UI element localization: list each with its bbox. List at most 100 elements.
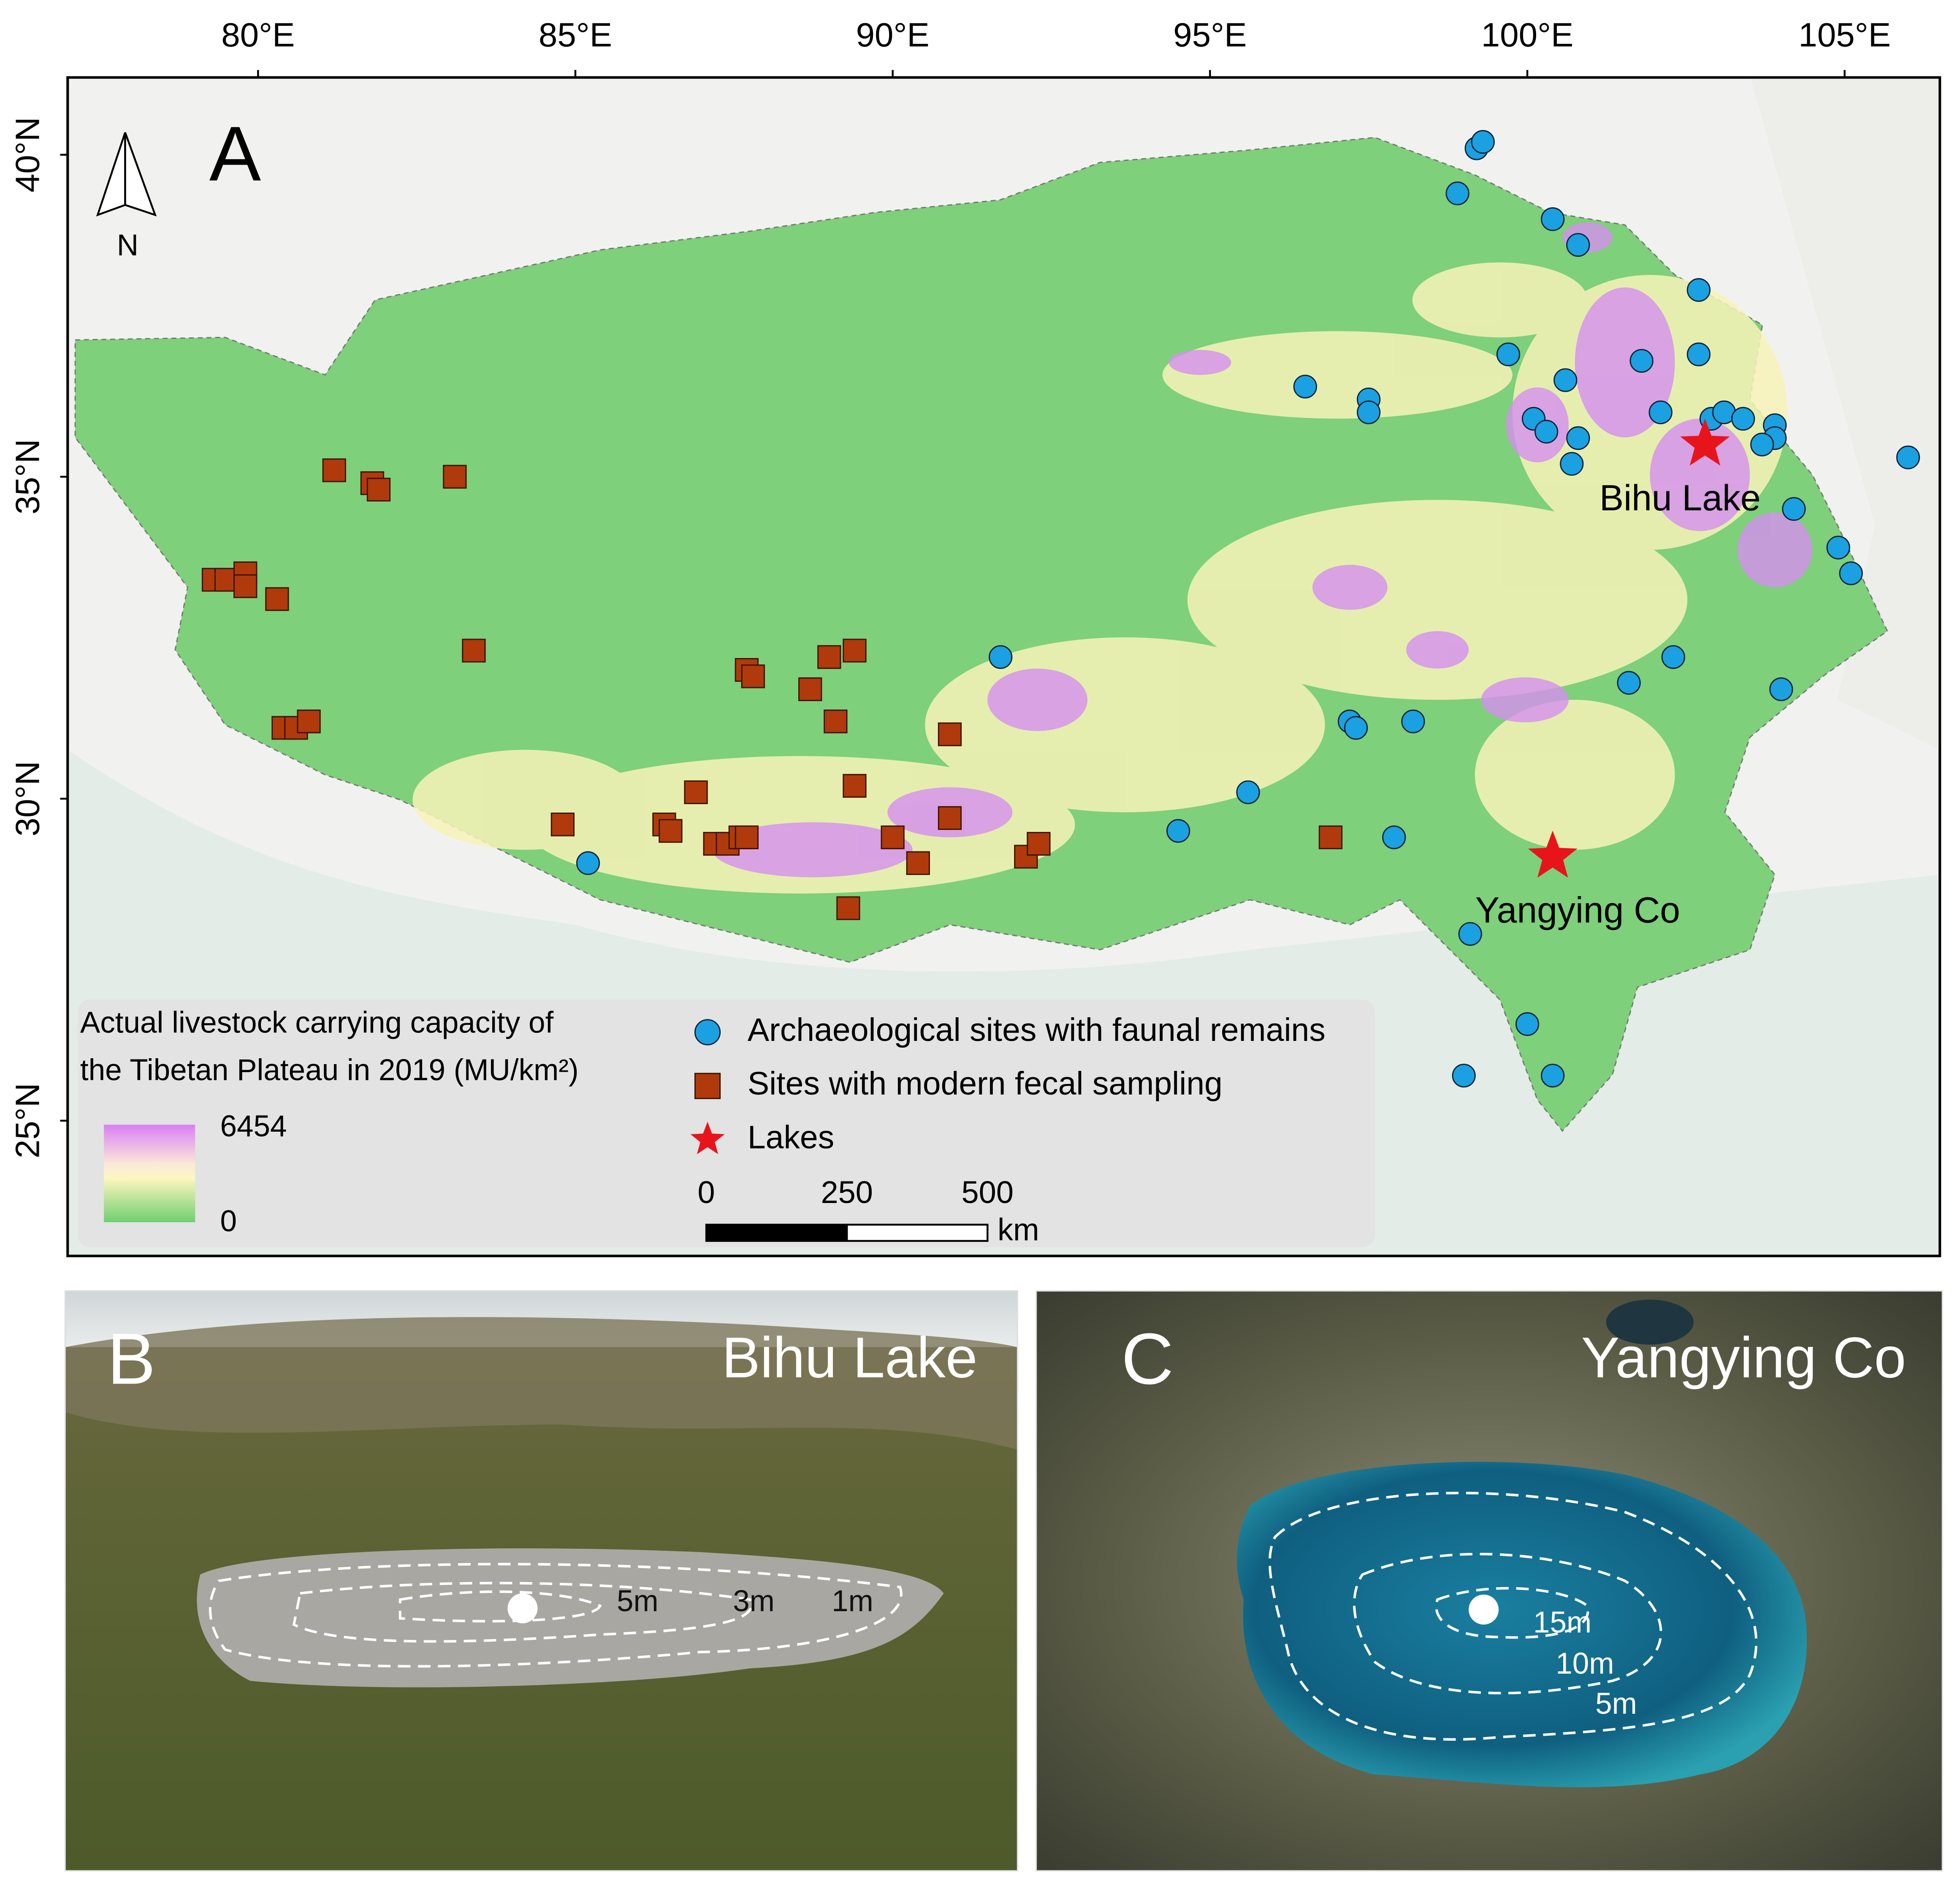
archaeological-site xyxy=(1617,671,1641,695)
archaeological-site xyxy=(1686,342,1711,366)
lake-label: Yangying Co xyxy=(1475,890,1680,930)
y-tick-label: 25°N xyxy=(9,1083,46,1159)
depth-label: 5m xyxy=(617,1585,659,1618)
scale-segment xyxy=(705,1224,848,1242)
fecal-site xyxy=(938,722,962,746)
fecal-site xyxy=(843,774,867,798)
y-tick-label: 40°N xyxy=(9,117,46,192)
y-tick-label: 35°N xyxy=(9,439,46,515)
photo-title: Yangying Co xyxy=(1581,1325,1906,1390)
photo-c: C Yangying Co 15m 10m 5m xyxy=(1036,1291,1943,1871)
depth-label: 3m xyxy=(733,1585,775,1618)
x-tick-label: 85°E xyxy=(539,16,612,54)
photo-frame xyxy=(1036,1290,1943,1872)
archaeological-site xyxy=(1731,406,1755,431)
fecal-site xyxy=(906,851,930,875)
archaeological-site xyxy=(1541,207,1565,231)
x-tick-label: 95°E xyxy=(1173,16,1247,54)
legend-label: Archaeological sites with faunal remains xyxy=(748,1012,1326,1048)
archaeological-site xyxy=(1566,233,1590,257)
fecal-site xyxy=(462,639,486,663)
fecal-site xyxy=(265,587,289,611)
archaeological-site xyxy=(1661,645,1685,669)
x-tick-label: 90°E xyxy=(856,16,930,54)
legend-symbol xyxy=(694,1073,721,1099)
x-tick-label: 100°E xyxy=(1481,16,1574,54)
archaeological-site xyxy=(1293,374,1317,398)
scale-unit: km xyxy=(998,1212,1039,1247)
archaeological-site xyxy=(1750,433,1774,457)
photo-b: B Bihu Lake 5m 3m 1m xyxy=(65,1291,1018,1871)
archaeological-site xyxy=(1839,561,1863,585)
archaeological-site xyxy=(1236,780,1260,805)
lake-marker xyxy=(1680,418,1730,466)
archaeological-site xyxy=(1445,182,1469,206)
photo-panel-label: C xyxy=(1121,1319,1174,1399)
legend-label: Lakes xyxy=(748,1119,834,1155)
fecal-site xyxy=(938,806,962,830)
depth-label: 15m xyxy=(1533,1606,1591,1639)
scale-segment xyxy=(846,1224,989,1242)
archaeological-site xyxy=(1541,1064,1565,1088)
archaeological-site xyxy=(1534,420,1559,444)
fecal-site xyxy=(443,465,467,489)
fecal-site xyxy=(297,710,321,734)
colorbar-title: the Tibetan Plateau in 2019 (MU/km²) xyxy=(80,1054,579,1087)
colorbar xyxy=(104,1124,195,1222)
archaeological-site xyxy=(1826,536,1850,560)
archaeological-site xyxy=(1344,716,1368,740)
fecal-site xyxy=(684,780,708,805)
archaeological-site xyxy=(1471,130,1495,154)
lake-marker xyxy=(1528,830,1578,878)
archaeological-site xyxy=(1566,426,1590,450)
archaeological-site xyxy=(1401,710,1425,734)
fecal-site xyxy=(741,664,765,688)
scale-tick-label: 500 xyxy=(962,1175,1014,1210)
fecal-site xyxy=(798,677,822,701)
archaeological-site xyxy=(1896,445,1920,469)
fecal-site xyxy=(843,639,867,663)
archaeological-site xyxy=(1629,349,1654,373)
photo-frame xyxy=(64,1290,1018,1872)
scale-tick-label: 250 xyxy=(821,1175,873,1210)
fecal-site xyxy=(233,574,258,598)
archaeological-site xyxy=(1452,1064,1476,1088)
depth-label: 10m xyxy=(1556,1647,1614,1680)
colorbar-max: 6454 xyxy=(220,1110,287,1143)
archaeological-site xyxy=(576,851,600,875)
fecal-site xyxy=(550,813,575,837)
eastern-relief xyxy=(1750,77,1940,750)
x-tick-label: 80°E xyxy=(221,16,295,54)
archaeological-site xyxy=(989,645,1013,669)
fecal-site xyxy=(735,825,759,849)
scale-tick-label: 0 xyxy=(698,1175,715,1210)
archaeological-site xyxy=(1769,677,1793,701)
archaeological-site xyxy=(1166,819,1190,843)
archaeological-site xyxy=(1357,400,1381,424)
photo-panel-label: B xyxy=(107,1319,156,1399)
archaeological-site xyxy=(1686,278,1711,302)
archaeological-site xyxy=(1496,342,1521,366)
legend-box xyxy=(77,1000,1375,1247)
archaeological-site xyxy=(1553,368,1578,392)
north-arrow: N xyxy=(96,132,157,262)
fecal-site xyxy=(1318,825,1343,849)
archaeological-site xyxy=(1782,497,1806,521)
depth-label: 1m xyxy=(832,1585,873,1618)
x-tick-label: 105°E xyxy=(1798,16,1891,54)
depth-label: 5m xyxy=(1595,1687,1637,1720)
archaeological-site xyxy=(1560,452,1584,476)
fecal-site xyxy=(366,477,391,502)
colorbar-min: 0 xyxy=(220,1205,237,1238)
archaeological-site xyxy=(1458,922,1482,946)
archaeological-site xyxy=(1648,400,1673,424)
fecal-site xyxy=(1027,832,1051,856)
fecal-site xyxy=(881,825,905,849)
fecal-site xyxy=(817,645,841,669)
fecal-site xyxy=(659,819,683,843)
lake-label: Bihu Lake xyxy=(1599,478,1761,518)
fecal-site xyxy=(824,710,848,734)
legend-symbol xyxy=(694,1019,721,1046)
